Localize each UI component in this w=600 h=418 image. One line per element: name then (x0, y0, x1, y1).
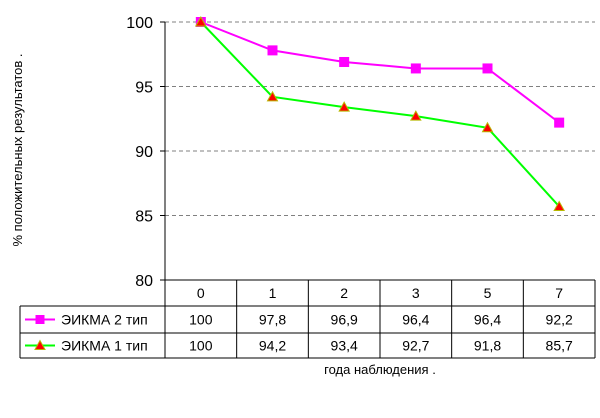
data-point-marker (339, 56, 350, 67)
series-line (200, 21, 560, 208)
data-point-marker (194, 15, 207, 27)
data-point-marker (410, 63, 421, 74)
data-point-marker (338, 101, 351, 112)
table-cell: 100 (189, 338, 213, 354)
legend-swatch-marker (35, 315, 45, 324)
data-point-marker (266, 90, 279, 102)
table-cell: 93,4 (331, 338, 358, 354)
y-axis-label: % положительных результатов . (10, 54, 25, 247)
y-tick-label: 85 (135, 209, 153, 226)
series-line (200, 21, 560, 124)
gridlines (160, 21, 595, 281)
x-category-label: 5 (484, 285, 492, 301)
y-tick-labels: 80 85 90 95 100 (126, 15, 153, 290)
data-table: 0 1 2 3 5 7 ЭИКМА 2 тип 100 97,8 96,9 96,4 96,4 92,2… (19, 279, 596, 359)
data-point-marker (553, 200, 566, 211)
table-cell: 94,2 (259, 338, 286, 354)
table-cell: 96,4 (474, 312, 501, 328)
table-cell: 92,7 (402, 338, 429, 354)
table-cell: 100 (189, 312, 213, 328)
table-cell: 96,9 (331, 312, 358, 328)
y-tick-label: 80 (135, 273, 153, 290)
x-category-label: 0 (197, 285, 205, 301)
data-point-marker (481, 121, 494, 133)
table-cell: 91,8 (474, 338, 501, 354)
table-cell: 97,8 (259, 312, 286, 328)
x-category-label: 3 (412, 285, 420, 301)
x-category-label: 2 (340, 285, 348, 301)
data-point-marker (409, 110, 422, 121)
y-tick-label: 100 (126, 15, 153, 32)
data-point-marker (482, 63, 493, 74)
x-category-label: 1 (269, 285, 277, 301)
legend-label: ЭИКМА 1 тип (61, 338, 148, 354)
series-group (194, 15, 566, 211)
legend-swatch-marker (34, 339, 46, 350)
x-category-label: 7 (555, 285, 563, 301)
y-tick-label: 95 (135, 80, 153, 97)
table-cell: 92,2 (546, 312, 573, 328)
x-axis-label: года наблюдения . (324, 362, 436, 377)
y-tick-label: 90 (135, 144, 153, 161)
data-point-marker (267, 45, 278, 56)
legend-label: ЭИКМА 2 тип (61, 312, 148, 328)
table-cell: 85,7 (546, 338, 573, 354)
data-point-marker (554, 117, 565, 128)
table-cell: 96,4 (402, 312, 429, 328)
